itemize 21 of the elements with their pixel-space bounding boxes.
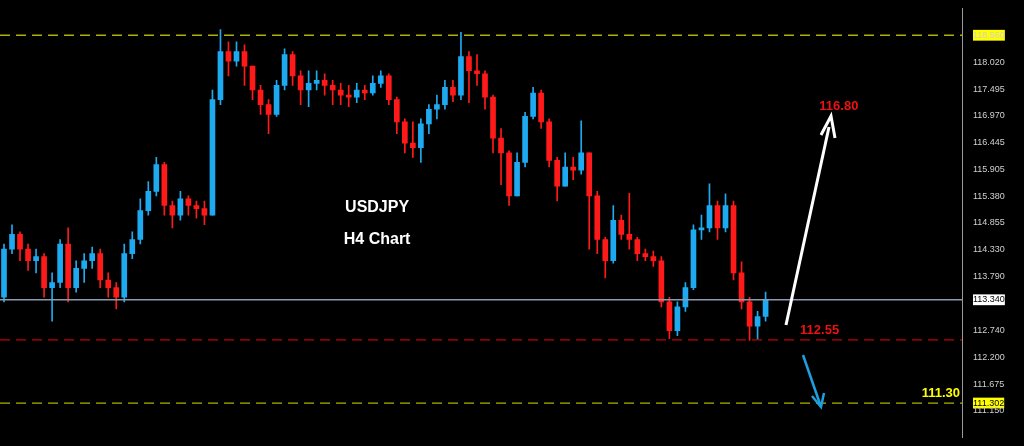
y-tick-label: 116.445 (973, 136, 1005, 147)
y-tick-label: 113.790 (973, 271, 1005, 282)
y-tick-label: 111.150 (973, 405, 1005, 416)
ref-line-label: 111.30 (921, 385, 960, 401)
y-tick-label: 116.970 (973, 110, 1005, 121)
y-tick-label: 111.302 (973, 397, 1005, 408)
annotation: H4 Chart (343, 230, 412, 248)
y-tick-label: 115.380 (973, 190, 1005, 201)
y-tick-label: 117.495 (973, 83, 1005, 94)
y-tick-label: 114.330 (973, 244, 1005, 255)
y-tick-label: 118.560 (973, 29, 1005, 40)
ref-line-label: 112.55 (800, 321, 840, 337)
y-tick-label: 114.855 (973, 217, 1005, 228)
annotation: 116.80 (819, 97, 859, 113)
y-tick-label: 118.020 (973, 57, 1005, 68)
y-tick-label: 112.740 (973, 324, 1005, 335)
y-tick-label: 111.675 (973, 378, 1005, 389)
y-tick-label: 112.200 (973, 352, 1005, 363)
y-tick-label: 113.340 (973, 294, 1005, 305)
y-tick-label: 115.905 (973, 164, 1005, 175)
annotation: USDJPY (345, 198, 410, 216)
